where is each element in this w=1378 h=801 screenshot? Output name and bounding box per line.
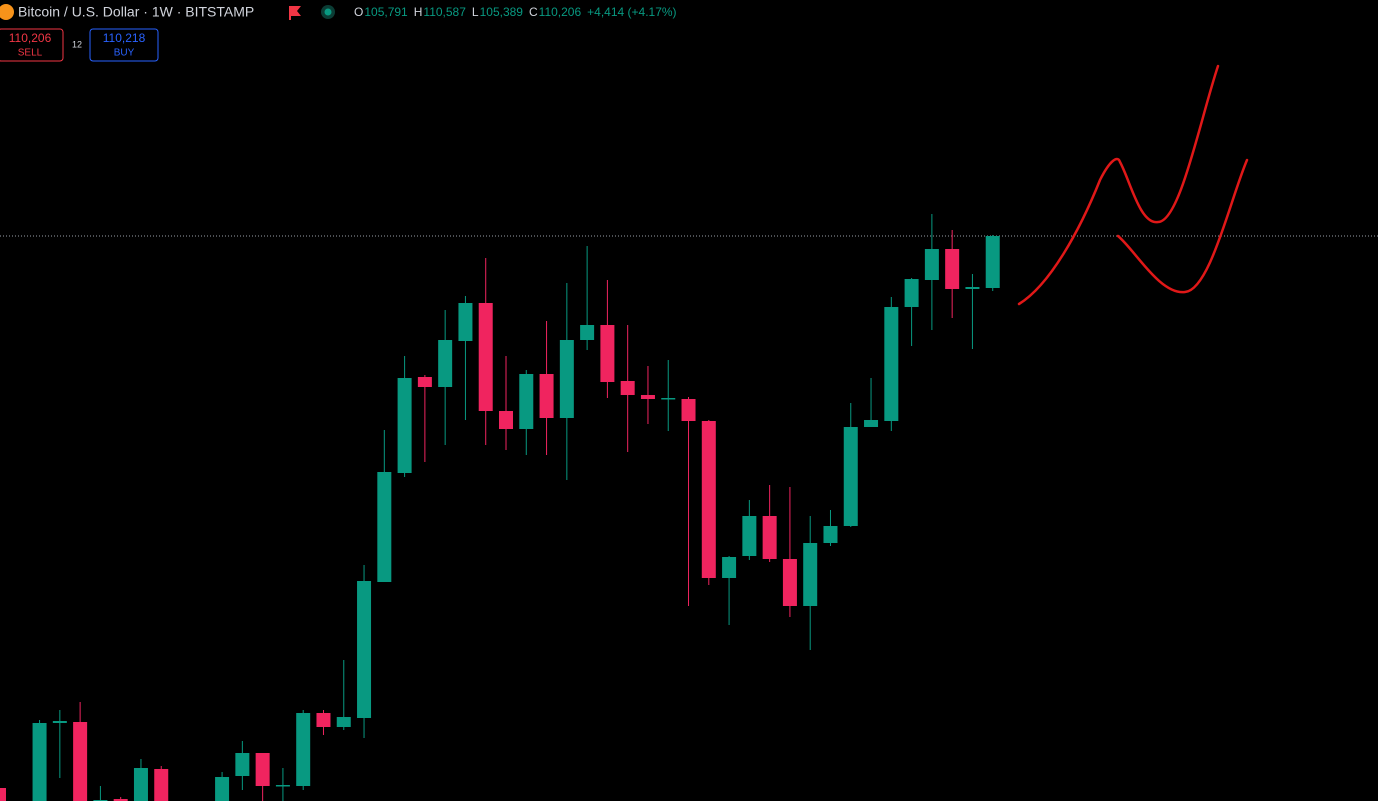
- sell-label[interactable]: SELL: [18, 48, 43, 59]
- symbol: Bitcoin / U.S. Dollar · 1W · BITSTAMP: [18, 4, 254, 20]
- candle-body: [499, 411, 513, 429]
- candle-body: [519, 374, 534, 429]
- candle-body: [255, 753, 270, 786]
- candle-body: [417, 377, 432, 387]
- candle-body: [215, 777, 230, 801]
- candle-body: [478, 303, 493, 411]
- candle-body: [661, 398, 676, 400]
- flag-icon: [289, 6, 301, 20]
- candle-body: [133, 768, 148, 801]
- buy-button[interactable]: 110,218 BUY: [89, 28, 159, 62]
- buy-label[interactable]: BUY: [114, 48, 135, 59]
- ohlc-value: 105,791: [364, 5, 408, 19]
- candle-body: [803, 543, 818, 606]
- candle-body: [640, 395, 655, 399]
- coin-icon: [0, 4, 14, 20]
- candle-body: [336, 717, 351, 727]
- candle-body: [945, 249, 960, 289]
- sell-button[interactable]: 110,206 SELL: [0, 28, 64, 62]
- sell-price[interactable]: 110,206: [9, 31, 52, 45]
- buy-price[interactable]: 110,218: [103, 31, 146, 45]
- candle-body: [620, 381, 635, 395]
- ohlc-label: L: [472, 5, 479, 19]
- change: +4,414 (+4.17%): [587, 5, 676, 19]
- candle-body: [762, 516, 777, 559]
- candle-body: [0, 788, 6, 801]
- candle-body: [843, 427, 858, 526]
- candle-body: [924, 249, 939, 280]
- candle-body: [73, 722, 88, 801]
- candle-body: [438, 340, 453, 387]
- ohlc-value: 110,587: [423, 5, 466, 19]
- candles: [0, 214, 1378, 801]
- candle-body: [316, 713, 331, 727]
- candle-body: [701, 421, 716, 578]
- ohlc-label: H: [414, 5, 423, 19]
- buy-box[interactable]: [89, 28, 159, 62]
- sell-box[interactable]: [0, 28, 64, 62]
- candle-body: [884, 307, 899, 421]
- candle-body: [580, 325, 595, 340]
- candle-body: [52, 721, 67, 723]
- candle-body: [559, 340, 574, 418]
- spread: 12: [72, 39, 82, 49]
- ohlc-value: 105,389: [480, 5, 524, 19]
- ohlc-label: O: [354, 5, 363, 19]
- candle-body: [864, 420, 879, 427]
- candle-body: [377, 472, 392, 582]
- candle-body: [32, 723, 47, 801]
- candle-body: [823, 526, 838, 543]
- drawing-curve: [1017, 64, 1220, 306]
- candle-body: [985, 236, 1000, 288]
- drawing-curve: [1116, 158, 1249, 294]
- candle-body: [397, 378, 412, 473]
- status-dot: [324, 8, 332, 16]
- candle-body: [600, 325, 615, 382]
- candle-body: [275, 785, 290, 787]
- candle-body: [965, 287, 980, 289]
- candle-body: [782, 559, 797, 606]
- candle-body: [458, 303, 473, 341]
- candle-body: [113, 799, 128, 801]
- ohlc: O 105,791 H 110,587 L 105,389 C 110,206 +4,414 (…: [354, 5, 677, 19]
- candle-body: [742, 516, 757, 556]
- candle-body: [154, 769, 169, 801]
- candle-body: [296, 713, 311, 786]
- ohlc-value: 110,206: [539, 5, 582, 19]
- candle-body: [722, 557, 737, 578]
- candle-body: [357, 581, 372, 718]
- candle-body: [681, 399, 696, 421]
- ohlc-label: C: [529, 5, 538, 19]
- candle-body: [539, 374, 554, 418]
- candle-body: [904, 279, 919, 307]
- candle-body: [235, 753, 250, 776]
